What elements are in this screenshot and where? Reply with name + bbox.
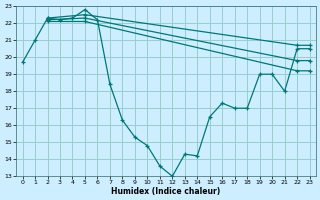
X-axis label: Humidex (Indice chaleur): Humidex (Indice chaleur) — [111, 187, 221, 196]
